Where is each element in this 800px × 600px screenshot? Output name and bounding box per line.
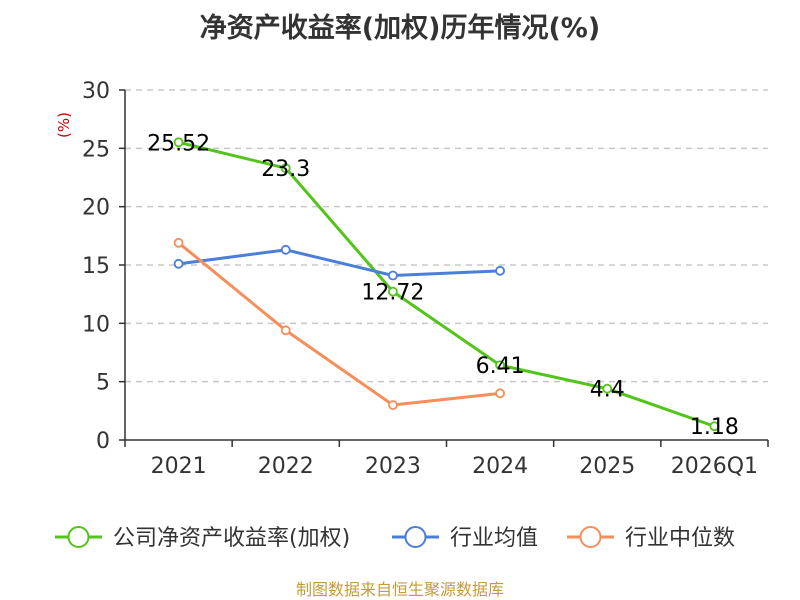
x-tick-label: 2023	[365, 454, 421, 479]
data-point[interactable]	[388, 270, 398, 281]
y-tick-label: 10	[82, 312, 110, 337]
data-point[interactable]	[495, 265, 505, 276]
series-group	[173, 137, 720, 432]
legend-label: 公司净资产收益率(加权)	[113, 526, 350, 551]
series-line-3	[177, 241, 501, 407]
source-footer: 制图数据来自恒生聚源数据库	[295, 580, 504, 599]
legend-circle-icon	[404, 526, 427, 548]
y-tick-label: 30	[82, 79, 110, 104]
y-axis-unit-label: (%)	[55, 112, 73, 138]
x-tick-label: 2021	[151, 454, 207, 479]
series-line-2	[178, 248, 501, 277]
x-tick-label: 2024	[472, 454, 528, 479]
data-point[interactable]	[709, 421, 720, 432]
legend[interactable]: 公司净资产收益率(加权) 行业均值 行业中位数	[55, 526, 735, 551]
data-point[interactable]	[280, 244, 291, 255]
legend-item-3[interactable]: 行业中位数	[567, 526, 735, 551]
gridlines	[125, 89, 768, 383]
data-label: 12.72	[361, 281, 424, 306]
data-label: 4.4	[590, 378, 625, 403]
y-tick-label: 0	[96, 429, 110, 454]
data-point[interactable]	[495, 360, 505, 371]
legend-item-1[interactable]: 公司净资产收益率(加权)	[55, 526, 350, 551]
series-line-1	[178, 140, 715, 428]
legend-label: 行业均值	[450, 526, 538, 551]
y-tick-label: 15	[82, 254, 110, 279]
legend-label: 行业中位数	[625, 526, 735, 551]
y-tick-label: 25	[82, 137, 110, 162]
y-tick-label: 20	[82, 196, 110, 221]
data-label: 23.3	[261, 157, 310, 182]
data-point[interactable]	[173, 137, 184, 148]
x-tick-label: 2022	[258, 454, 314, 479]
y-tick-label: 5	[96, 371, 110, 396]
x-tick-label: 2026Q1	[671, 454, 758, 479]
data-point[interactable]	[173, 237, 184, 248]
chart-title: 净资产收益率(加权)历年情况(%)	[199, 13, 601, 44]
data-point[interactable]	[388, 286, 398, 297]
data-point[interactable]	[602, 383, 613, 394]
x-tick-label: 2025	[579, 454, 635, 479]
data-point[interactable]	[280, 325, 291, 336]
legend-circle-icon	[67, 526, 90, 548]
legend-item-2[interactable]: 行业均值	[392, 526, 538, 551]
data-label: 25.52	[147, 131, 210, 156]
legend-circle-icon	[579, 526, 602, 548]
data-point[interactable]	[280, 163, 291, 174]
data-label: 1.18	[690, 415, 739, 440]
data-labels: 25.52 23.3 12.72 6.41 4.4 1.18	[147, 131, 739, 440]
data-point[interactable]	[495, 388, 505, 399]
data-label: 6.41	[476, 354, 525, 379]
data-point[interactable]	[388, 400, 398, 410]
data-point[interactable]	[173, 258, 184, 269]
